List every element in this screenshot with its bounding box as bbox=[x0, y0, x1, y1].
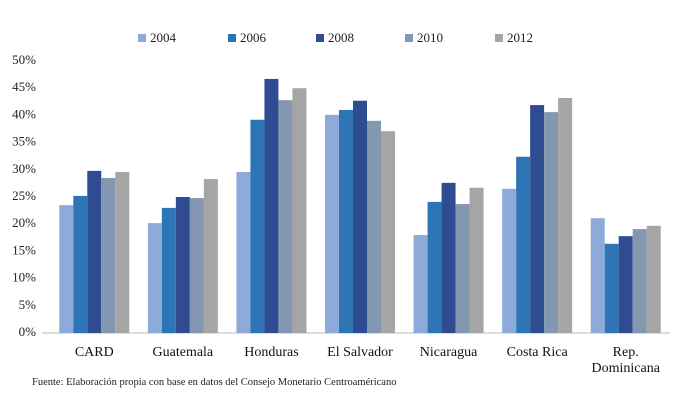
bar bbox=[236, 171, 251, 333]
y-tick-label: 35% bbox=[12, 134, 36, 149]
legend-label: 2012 bbox=[507, 30, 533, 45]
x-tick-label: Guatemala bbox=[152, 345, 214, 360]
bar bbox=[516, 156, 531, 333]
x-tick-label: Costa Rica bbox=[506, 345, 568, 360]
legend-swatch bbox=[405, 34, 413, 42]
legend-label: 2006 bbox=[240, 30, 267, 45]
bar bbox=[558, 97, 573, 333]
bar bbox=[161, 207, 176, 333]
bar bbox=[367, 120, 381, 333]
bar bbox=[101, 177, 116, 333]
bar bbox=[646, 225, 661, 333]
legend-swatch bbox=[138, 34, 146, 42]
x-tick-label: Honduras bbox=[244, 345, 299, 360]
y-tick-label: 25% bbox=[12, 188, 36, 203]
bar bbox=[455, 204, 470, 333]
bar bbox=[250, 119, 265, 333]
y-tick-label: 40% bbox=[12, 106, 36, 121]
legend-swatch bbox=[228, 34, 236, 42]
bar bbox=[530, 105, 545, 334]
bar bbox=[413, 235, 428, 333]
y-tick-label: 10% bbox=[12, 270, 36, 285]
legend-swatch bbox=[495, 34, 503, 42]
y-tick-label: 5% bbox=[19, 297, 37, 312]
bar bbox=[203, 179, 218, 333]
bar bbox=[87, 170, 102, 333]
legend-swatch bbox=[316, 34, 324, 42]
bar bbox=[59, 205, 74, 333]
legend-label: 2004 bbox=[150, 30, 177, 45]
bar bbox=[590, 218, 605, 333]
bar bbox=[278, 100, 293, 333]
bar bbox=[189, 198, 204, 333]
bar bbox=[292, 88, 307, 333]
y-tick-label: 15% bbox=[12, 242, 36, 257]
bar bbox=[381, 131, 395, 333]
x-tick-label: CARD bbox=[74, 345, 114, 360]
y-tick-label: 20% bbox=[12, 215, 36, 230]
bar bbox=[325, 114, 339, 333]
bar bbox=[604, 243, 619, 333]
bar bbox=[427, 201, 442, 333]
bar bbox=[469, 187, 484, 333]
y-tick-label: 30% bbox=[12, 161, 36, 176]
y-tick-label: 50% bbox=[12, 52, 36, 67]
bar bbox=[339, 109, 353, 334]
x-tick-label: Nicaragua bbox=[419, 345, 478, 360]
bar bbox=[147, 223, 162, 333]
legend-label: 2008 bbox=[328, 30, 354, 45]
bar bbox=[264, 78, 279, 334]
legend-label: 2010 bbox=[417, 30, 443, 45]
x-tick-label: Rep. Dominicana bbox=[591, 345, 660, 376]
bar bbox=[632, 229, 647, 333]
x-tick-label: El Salvador bbox=[327, 345, 393, 360]
bar bbox=[353, 100, 367, 333]
bar bbox=[441, 182, 456, 333]
bar bbox=[618, 236, 633, 333]
y-tick-label: 0% bbox=[19, 324, 37, 339]
source-note: Fuente: Elaboración propia con base en d… bbox=[32, 377, 397, 388]
y-tick-label: 45% bbox=[12, 79, 36, 94]
bar bbox=[544, 112, 559, 333]
bar bbox=[175, 197, 190, 333]
bar bbox=[502, 188, 517, 333]
bar bbox=[115, 171, 130, 333]
bar bbox=[73, 195, 88, 333]
